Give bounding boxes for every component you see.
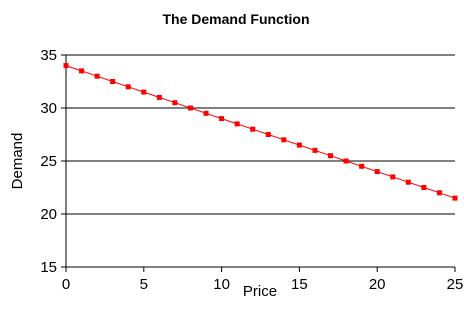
data-point [296, 142, 302, 148]
x-tick-label: 15 [291, 276, 308, 293]
data-point [421, 185, 427, 190]
chart-title: The Demand Function [163, 11, 310, 27]
data-point [156, 94, 162, 100]
data-point [94, 73, 100, 79]
data-point [452, 195, 458, 201]
data-point [374, 169, 380, 175]
data-point [405, 179, 411, 185]
data-point [281, 137, 287, 143]
x-tick-label: 10 [213, 276, 230, 293]
data-point [203, 110, 209, 116]
data-point [79, 68, 85, 74]
series-line-0 [65, 65, 456, 199]
data-point [328, 153, 334, 159]
y-tick-label: 20 [40, 206, 57, 223]
data-point [172, 100, 178, 106]
data-point [63, 63, 69, 69]
y-tick-label: 15 [40, 259, 57, 276]
data-point [219, 116, 225, 122]
data-point [110, 79, 116, 84]
data-point [125, 84, 131, 90]
data-point [187, 105, 193, 111]
series-layer [63, 63, 458, 201]
y-axis-label: Demand [9, 133, 26, 190]
x-tick-label: 20 [369, 276, 386, 293]
data-point [141, 89, 147, 95]
data-point [436, 190, 442, 196]
data-point [359, 163, 365, 169]
data-point [234, 121, 240, 127]
y-tick-label: 35 [40, 47, 57, 64]
data-point [390, 174, 396, 180]
x-tick-label: 5 [140, 276, 148, 293]
x-tick-label: 0 [62, 276, 70, 293]
y-tick-label: 30 [40, 100, 57, 117]
x-tick-label: 25 [447, 276, 464, 293]
y-tick-label: 25 [40, 153, 57, 170]
data-point [250, 126, 256, 132]
gridlines [66, 54, 455, 215]
data-point [265, 132, 271, 137]
tick-labels: 15 20 25 30 35 0 5 10 15 20 25 [40, 47, 463, 293]
x-axis-label: Price [243, 283, 277, 300]
data-point [312, 147, 318, 153]
data-point [343, 158, 349, 164]
